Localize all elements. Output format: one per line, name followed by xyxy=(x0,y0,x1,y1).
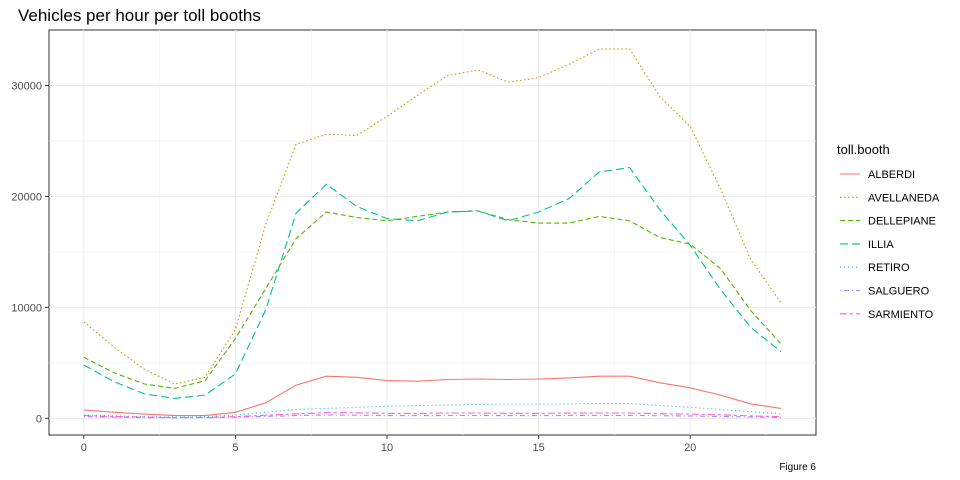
y-axis: 0 10000 20000 30000 xyxy=(11,80,49,425)
legend-title: toll.booth xyxy=(837,142,890,157)
legend: toll.booth ALBERDI AVELLANEDA DELLEPIANE IL… xyxy=(837,142,940,321)
legend-label-sarmiento: SARMIENTO xyxy=(868,309,934,321)
x-axis: 0 5 10 15 20 xyxy=(81,435,696,454)
series-line-avellaneda xyxy=(83,48,782,385)
y-tick-label: 30000 xyxy=(11,80,42,92)
grid-major xyxy=(49,30,816,435)
x-tick-label: 0 xyxy=(81,442,87,454)
x-tick-label: 20 xyxy=(684,442,696,454)
series-line-sarmiento xyxy=(83,412,782,419)
series-line-alberdi xyxy=(83,375,782,417)
legend-label-retiro: RETIRO xyxy=(868,262,910,274)
legend-label-avellaneda: AVELLANEDA xyxy=(868,192,940,204)
plot-panel xyxy=(48,29,817,436)
y-tick-label: 20000 xyxy=(11,191,42,203)
x-tick-label: 5 xyxy=(232,442,238,454)
series-line-dellepiane xyxy=(83,210,782,389)
legend-label-salguero: SALGUERO xyxy=(868,286,930,298)
chart-title: Vehicles per hour per toll booths xyxy=(18,6,261,25)
series-lines xyxy=(83,48,782,419)
legend-label-dellepiane: DELLEPIANE xyxy=(868,216,936,228)
y-tick-label: 10000 xyxy=(11,302,42,314)
x-tick-label: 10 xyxy=(381,442,393,454)
legend-label-alberdi: ALBERDI xyxy=(868,169,915,181)
series-line-illia xyxy=(83,167,782,399)
legend-label-illia: ILLIA xyxy=(868,239,894,251)
grid-minor xyxy=(49,30,816,435)
y-tick-label: 0 xyxy=(36,413,42,425)
chart-caption: Figure 6 xyxy=(779,462,816,473)
x-tick-label: 15 xyxy=(532,442,544,454)
series-line-retiro xyxy=(83,402,782,418)
